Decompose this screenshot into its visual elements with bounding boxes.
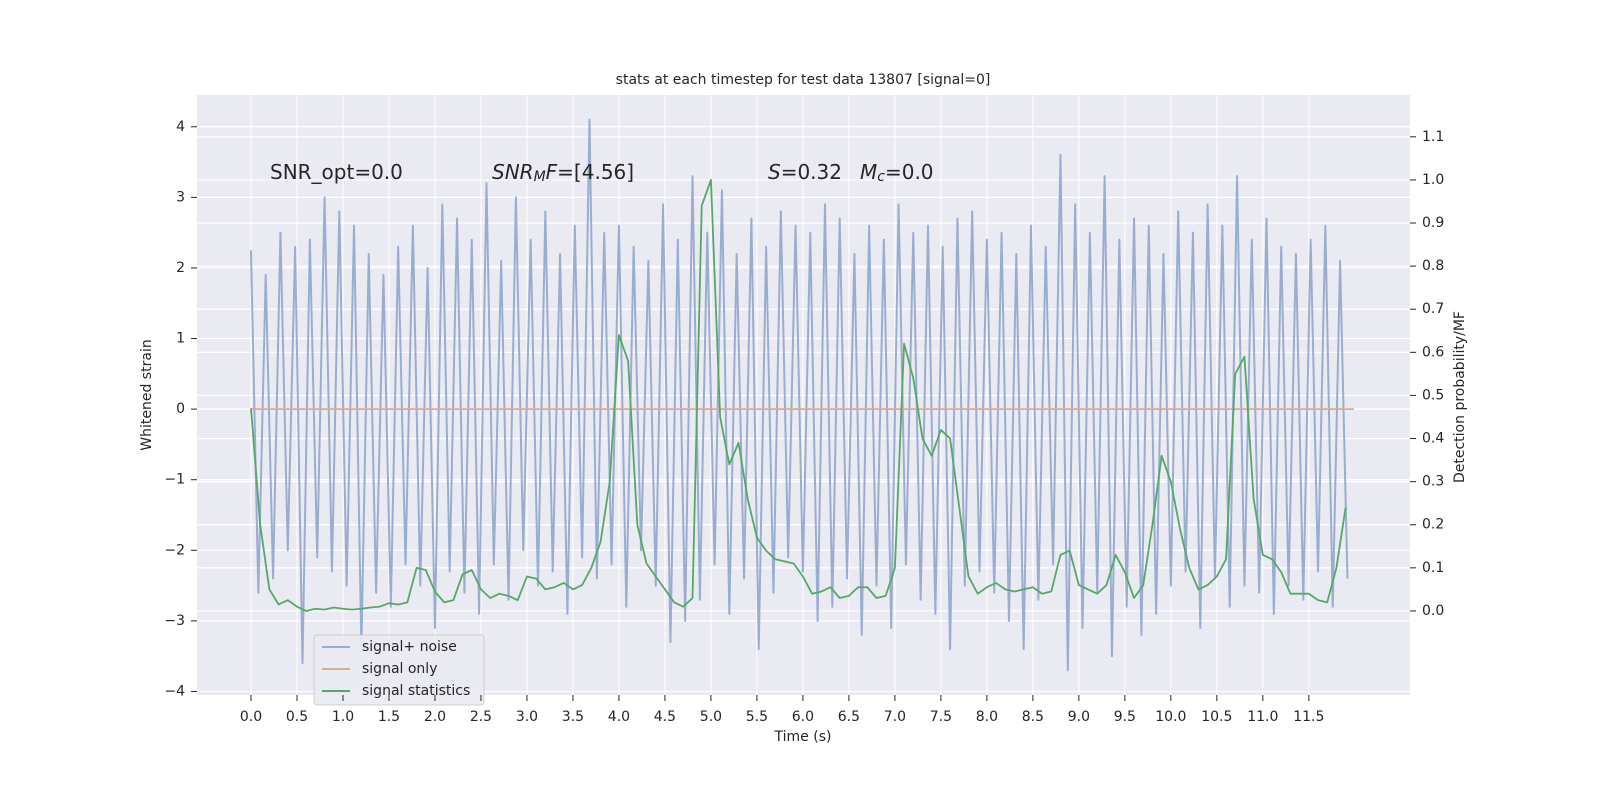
y2-tick-label: 1.1 bbox=[1422, 129, 1444, 145]
x-tick-label: 9.0 bbox=[1068, 709, 1090, 725]
annotation-part: M bbox=[534, 169, 546, 185]
chart-title: stats at each timestep for test data 138… bbox=[616, 72, 991, 88]
x-tick-label: 0.5 bbox=[286, 709, 308, 725]
y2-tick-label: 1.0 bbox=[1422, 172, 1444, 188]
y-tick-label: −4 bbox=[164, 683, 185, 699]
annotation: SNR_opt=0.0 bbox=[270, 160, 403, 184]
x-tick-label: 5.0 bbox=[700, 709, 722, 725]
legend-label: signal+ noise bbox=[362, 639, 457, 655]
x-tick-label: 8.5 bbox=[1022, 709, 1044, 725]
y-tick-label: −1 bbox=[164, 472, 185, 488]
y2-tick-label: 0.9 bbox=[1422, 215, 1444, 231]
annotation-part: M bbox=[860, 160, 877, 184]
x-tick-label: 8.0 bbox=[976, 709, 998, 725]
x-tick-label: 2.5 bbox=[470, 709, 492, 725]
annotation-part: S bbox=[768, 160, 781, 184]
x-tick-label: 3.0 bbox=[516, 709, 538, 725]
x-tick-label: 2.0 bbox=[424, 709, 446, 725]
y2-tick-label: 0.4 bbox=[1422, 431, 1444, 447]
x-tick-label: 7.0 bbox=[884, 709, 906, 725]
legend-label: signal statistics bbox=[362, 683, 470, 699]
x-tick-label: 10.5 bbox=[1201, 709, 1232, 725]
x-tick-label: 4.0 bbox=[608, 709, 630, 725]
x-tick-label: 5.5 bbox=[746, 709, 768, 725]
x-tick-label: 1.5 bbox=[378, 709, 400, 725]
y-tick-label: 3 bbox=[176, 189, 185, 205]
x-tick-label: 6.5 bbox=[838, 709, 860, 725]
x-tick-label: 6.0 bbox=[792, 709, 814, 725]
x-tick-label: 0.0 bbox=[240, 709, 262, 725]
y-tick-label: −3 bbox=[164, 613, 185, 629]
y-axis-label: Whitened strain bbox=[139, 339, 155, 450]
y-tick-label: 2 bbox=[176, 260, 185, 276]
x-axis-label: Time (s) bbox=[774, 729, 832, 745]
x-tick-label: 7.5 bbox=[930, 709, 952, 725]
y-tick-label: −2 bbox=[164, 542, 185, 558]
annotation-part: SNR_opt=0.0 bbox=[270, 160, 403, 184]
x-tick-label: 4.5 bbox=[654, 709, 676, 725]
series-line bbox=[249, 118, 1349, 672]
annotation-part: =0.0 bbox=[885, 160, 934, 184]
y2-tick-label: 0.5 bbox=[1422, 387, 1444, 403]
annotation-part: c bbox=[877, 169, 885, 185]
y2-tick-label: 0.0 bbox=[1422, 603, 1444, 619]
annotation-part: SNR bbox=[492, 160, 534, 184]
x-tick-label: 9.5 bbox=[1114, 709, 1136, 725]
y2-tick-label: 0.7 bbox=[1422, 301, 1444, 317]
annotation: Mc=0.0 bbox=[860, 160, 934, 186]
y2-tick-label: 0.2 bbox=[1422, 517, 1444, 533]
annotation: S=0.32 bbox=[768, 160, 842, 184]
y-tick-label: 0 bbox=[176, 401, 185, 417]
y-tick-label: 1 bbox=[176, 331, 185, 347]
y2-tick-label: 0.8 bbox=[1422, 258, 1444, 274]
legend-label: signal only bbox=[362, 661, 437, 677]
x-tick-label: 10.0 bbox=[1155, 709, 1186, 725]
x-tick-label: 11.5 bbox=[1293, 709, 1324, 725]
series-line bbox=[250, 179, 1347, 612]
y2-tick-label: 0.3 bbox=[1422, 474, 1444, 490]
annotation-part: F bbox=[546, 160, 558, 184]
y2-tick-label: 0.6 bbox=[1422, 344, 1444, 360]
annotation-part: =[4.56] bbox=[557, 160, 634, 184]
x-tick-label: 3.5 bbox=[562, 709, 584, 725]
y2-tick-label: 0.1 bbox=[1422, 560, 1444, 576]
y2-axis-label: Detection probability/MF bbox=[1452, 311, 1468, 483]
annotation-part: =0.32 bbox=[781, 160, 842, 184]
annotation: SNRMF=[4.56] bbox=[492, 160, 634, 186]
legend-box bbox=[313, 634, 485, 706]
x-tick-label: 11.0 bbox=[1247, 709, 1278, 725]
y-tick-label: 4 bbox=[176, 119, 185, 135]
x-tick-label: 1.0 bbox=[332, 709, 354, 725]
